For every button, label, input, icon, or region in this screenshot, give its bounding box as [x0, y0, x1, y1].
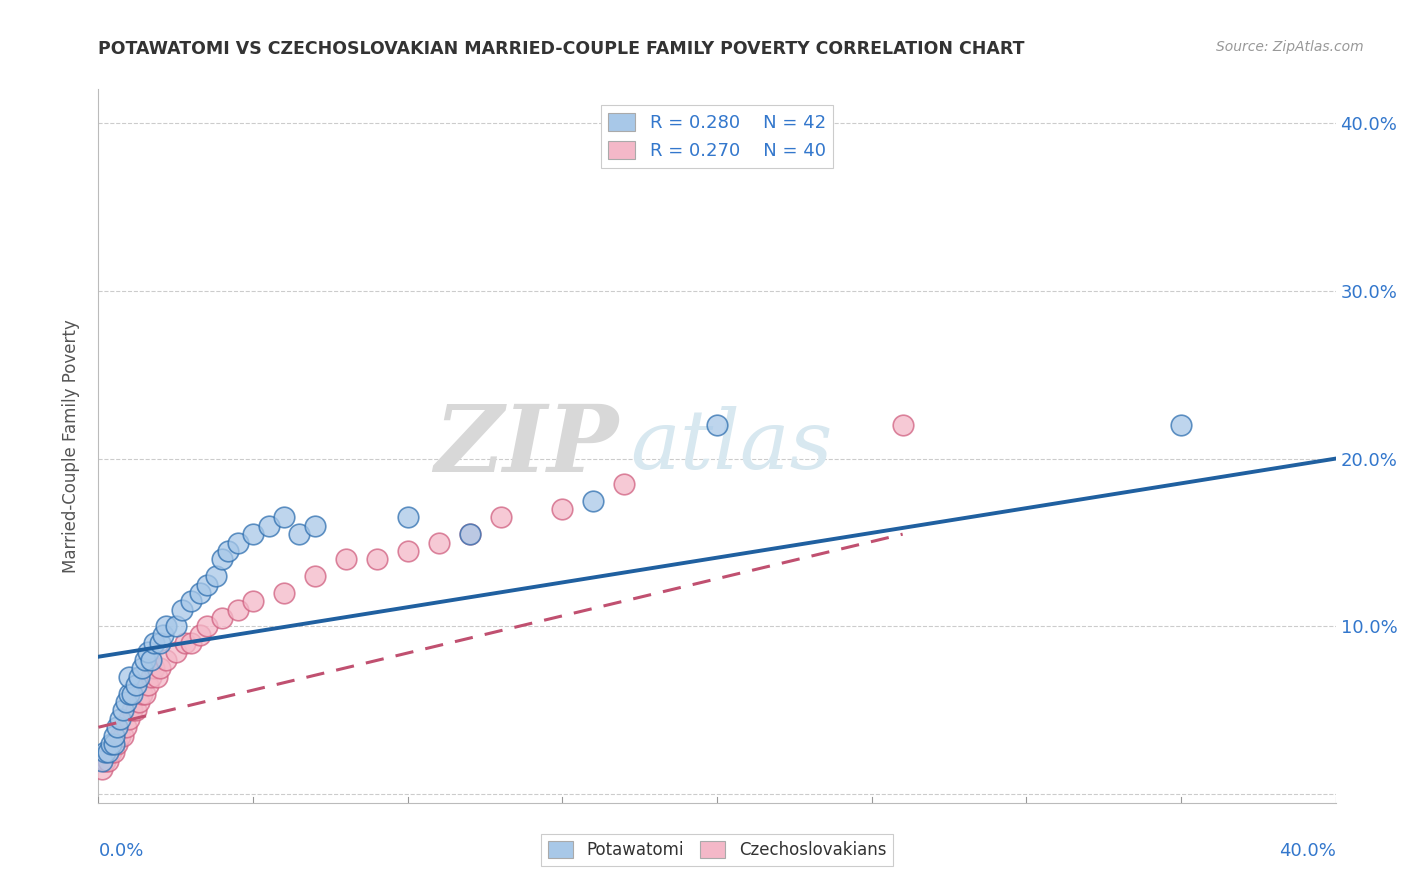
Point — [149, 636, 172, 650]
Point — [143, 636, 166, 650]
Point — [211, 611, 233, 625]
Point — [105, 720, 128, 734]
Point — [136, 678, 159, 692]
Point — [97, 754, 120, 768]
Text: ZIP: ZIP — [434, 401, 619, 491]
Point — [427, 535, 450, 549]
Point — [134, 687, 156, 701]
Point — [551, 502, 574, 516]
Point — [891, 417, 914, 432]
Point — [112, 729, 135, 743]
Point — [93, 754, 115, 768]
Point — [139, 653, 162, 667]
Point — [226, 535, 249, 549]
Point — [131, 661, 153, 675]
Point — [115, 695, 138, 709]
Point — [118, 687, 141, 701]
Point — [180, 636, 202, 650]
Point — [121, 703, 143, 717]
Point — [458, 527, 481, 541]
Point — [165, 645, 187, 659]
Point — [112, 703, 135, 717]
Point — [155, 653, 177, 667]
Point — [93, 746, 115, 760]
Point — [108, 712, 131, 726]
Point — [335, 552, 357, 566]
Point — [489, 510, 512, 524]
Point — [396, 510, 419, 524]
Point — [582, 493, 605, 508]
Point — [128, 670, 150, 684]
Point — [103, 746, 125, 760]
Point — [180, 594, 202, 608]
Point — [304, 569, 326, 583]
Point — [152, 628, 174, 642]
Point — [242, 594, 264, 608]
Point — [128, 695, 150, 709]
Point — [103, 729, 125, 743]
Point — [242, 527, 264, 541]
Point — [100, 737, 122, 751]
Point — [105, 737, 128, 751]
Point — [396, 544, 419, 558]
Point — [136, 645, 159, 659]
Text: 40.0%: 40.0% — [1279, 842, 1336, 860]
Point — [226, 603, 249, 617]
Point — [205, 569, 228, 583]
Point — [139, 670, 162, 684]
Point — [458, 527, 481, 541]
Point — [366, 552, 388, 566]
Y-axis label: Married-Couple Family Poverty: Married-Couple Family Poverty — [62, 319, 80, 573]
Text: POTAWATOMI VS CZECHOSLOVAKIAN MARRIED-COUPLE FAMILY POVERTY CORRELATION CHART: POTAWATOMI VS CZECHOSLOVAKIAN MARRIED-CO… — [98, 40, 1025, 58]
Point — [211, 552, 233, 566]
Point — [288, 527, 311, 541]
Point — [195, 619, 218, 633]
Point — [165, 619, 187, 633]
Point — [115, 720, 138, 734]
Point — [131, 687, 153, 701]
Point — [100, 746, 122, 760]
Point — [273, 586, 295, 600]
Point — [217, 544, 239, 558]
Text: Source: ZipAtlas.com: Source: ZipAtlas.com — [1216, 40, 1364, 54]
Point — [143, 661, 166, 675]
Point — [121, 687, 143, 701]
Point — [174, 636, 197, 650]
Point — [103, 737, 125, 751]
Point — [90, 754, 112, 768]
Point — [108, 729, 131, 743]
Point — [195, 577, 218, 591]
Text: 0.0%: 0.0% — [98, 842, 143, 860]
Point — [155, 619, 177, 633]
Point — [257, 518, 280, 533]
Point — [124, 703, 146, 717]
Point — [149, 661, 172, 675]
Point — [146, 670, 169, 684]
Point — [118, 712, 141, 726]
Point — [90, 762, 112, 776]
Point — [613, 476, 636, 491]
Point — [190, 586, 212, 600]
Point — [170, 603, 193, 617]
Point — [124, 678, 146, 692]
Point — [97, 746, 120, 760]
Point — [118, 670, 141, 684]
Point — [304, 518, 326, 533]
Text: atlas: atlas — [630, 406, 832, 486]
Point — [190, 628, 212, 642]
Point — [134, 653, 156, 667]
Legend: Potawatomi, Czechoslovakians: Potawatomi, Czechoslovakians — [541, 834, 893, 866]
Point — [1170, 417, 1192, 432]
Point — [706, 417, 728, 432]
Point — [273, 510, 295, 524]
